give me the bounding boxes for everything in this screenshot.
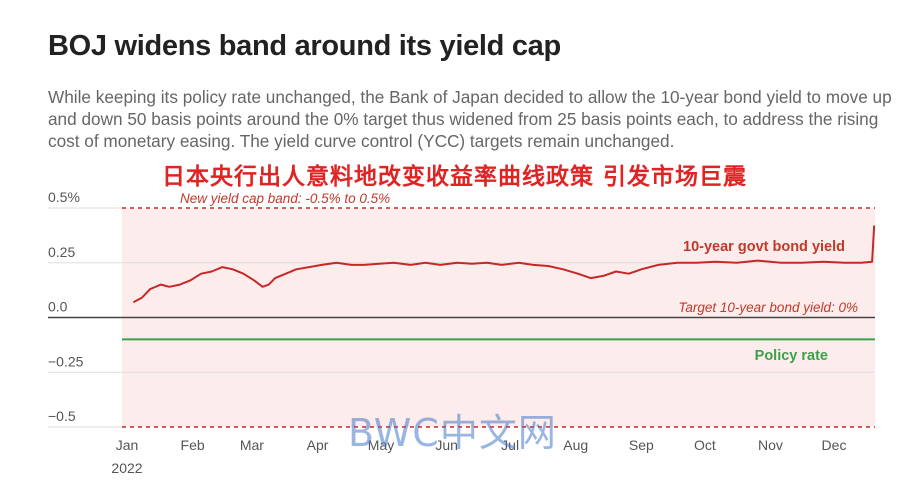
x-tick-label: May <box>368 437 394 453</box>
x-tick-label: Apr <box>307 437 329 453</box>
x-tick-label: Jun <box>435 437 458 453</box>
watermark-text: BWC中文网 <box>348 411 557 455</box>
series-label: 10-year govt bond yield <box>683 239 845 255</box>
y-tick-label: −0.25 <box>48 353 84 369</box>
x-tick-label: Sep <box>629 437 654 453</box>
y-tick-label: 0.5% <box>48 189 80 205</box>
x-tick-label: Oct <box>694 437 716 453</box>
chart-title: BOJ widens band around its yield cap <box>48 30 561 62</box>
series-layer <box>132 225 876 304</box>
x-tick-label: Jan <box>116 437 139 453</box>
reference-layer <box>48 316 875 341</box>
x-tick-label: Jul <box>501 437 519 453</box>
y-tick-label: 0.0 <box>48 299 68 315</box>
band-label: New yield cap band: -0.5% to 0.5% <box>180 191 390 206</box>
x-tick-label: Nov <box>758 437 783 453</box>
x-tick-label: Aug <box>563 437 588 453</box>
y-tick-label: 0.25 <box>48 244 75 260</box>
chart-subtitle: While keeping its policy rate unchanged,… <box>48 87 892 151</box>
annotation-layer: 10-year govt bond yield Target 10-year bo… <box>180 191 858 364</box>
overlay-caption: 日本央行出人意料地改变收益率曲线政策 引发市场巨震 <box>161 164 747 190</box>
y-axis: 0.5% 0.25 0.0 −0.25 −0.5 <box>48 189 84 424</box>
x-tick-sublabel: 2022 <box>111 460 142 476</box>
x-tick-label: Mar <box>240 437 264 453</box>
policy-rate-label: Policy rate <box>755 348 828 364</box>
y-tick-label: −0.5 <box>48 408 76 424</box>
series-line-0 <box>132 225 876 304</box>
x-tick-label: Dec <box>822 437 847 453</box>
x-tick-label: Feb <box>181 437 205 453</box>
x-axis: Jan 2022 Feb Mar Apr May Jun Jul Aug Sep Oct Nov Dec <box>111 437 846 476</box>
target-yield-label: Target 10-year bond yield: 0% <box>678 300 858 315</box>
